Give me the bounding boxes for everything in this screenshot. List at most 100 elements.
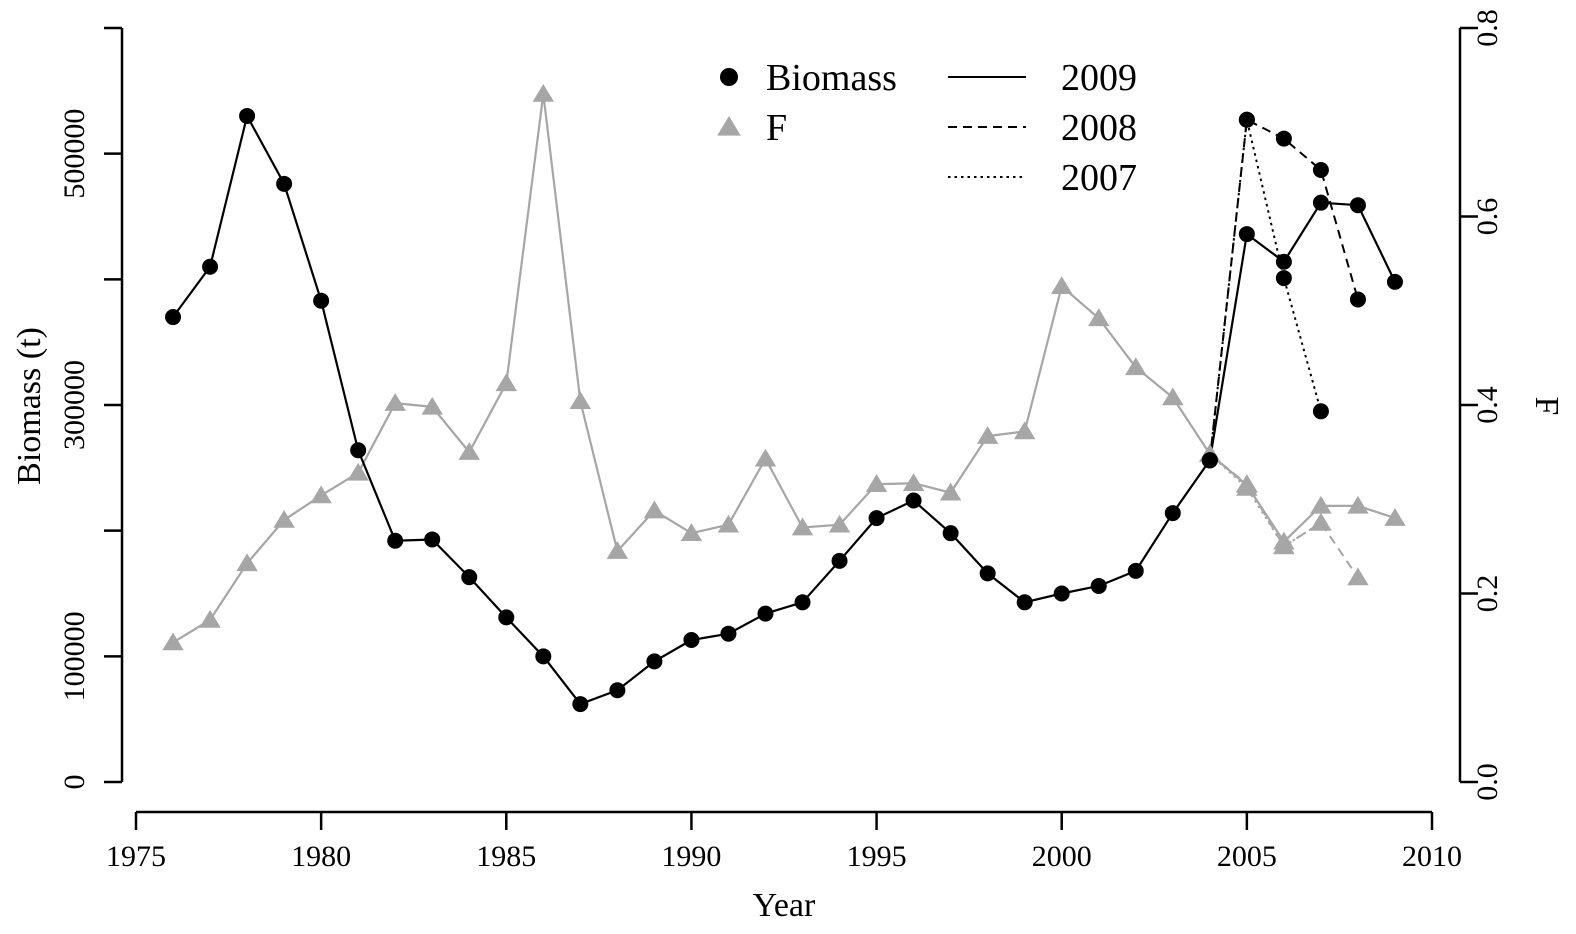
legend-line-label: 2007 <box>1061 157 1137 199</box>
f-2009-point <box>643 500 666 519</box>
biomass-2007-line <box>1208 118 1322 461</box>
legend-symbol-label: F <box>766 107 787 149</box>
x-tick-label: 1980 <box>291 840 351 873</box>
biomass-2007-point <box>1312 403 1329 420</box>
f-2009-point <box>1273 531 1295 550</box>
right-y-tick-label: 0.8 <box>1471 9 1504 47</box>
f-2008-point <box>1347 567 1369 586</box>
legend-symbol-label: Biomass <box>766 57 897 99</box>
f-2009-point <box>1384 508 1406 526</box>
series-lines <box>172 92 1396 706</box>
f-2007-line <box>1209 453 1322 548</box>
legend-f-marker <box>717 116 741 136</box>
f-2009-point <box>199 609 221 628</box>
f-2009-point <box>532 83 555 102</box>
x-tick-label: 1985 <box>476 840 536 873</box>
biomass-2009-point <box>1349 197 1366 214</box>
x-axis-title: Year <box>753 887 816 924</box>
f-2009-point <box>1347 495 1369 514</box>
x-tick-label: 2010 <box>1402 840 1462 873</box>
x-tick-label: 2005 <box>1217 840 1277 873</box>
f-2009-point <box>236 553 258 572</box>
f-2009-point <box>458 442 480 460</box>
biomass-2009-point <box>498 609 515 626</box>
biomass-2009-point <box>239 107 256 124</box>
f-2009-point <box>421 396 443 415</box>
f-2009-point <box>1236 475 1258 493</box>
biomass-2009-point <box>1201 452 1218 469</box>
biomass-2009-point <box>1053 585 1070 602</box>
left-y-tick-label: 100000 <box>58 611 91 701</box>
f-2009-point <box>1013 421 1036 440</box>
f-2009-point <box>495 373 517 392</box>
biomass-2009-point <box>1090 577 1107 594</box>
x-tick-label: 1990 <box>661 840 721 873</box>
biomass-2009-point <box>461 569 478 586</box>
biomass-2008-point <box>1275 130 1292 147</box>
biomass-2008-line <box>1208 118 1359 461</box>
left-y-tick-label: 300000 <box>58 360 91 450</box>
biomass-2009-point <box>831 552 848 569</box>
biomass-2009-point <box>202 258 219 275</box>
f-2009-point <box>347 462 369 481</box>
f-2008-point <box>1310 512 1332 531</box>
axes: 1975 1980 1985 1990 1995 2000 2005 2010 0 100000 3… <box>58 9 1504 873</box>
biomass-2009-point <box>535 648 552 665</box>
left-y-tick-label: 500000 <box>58 109 91 199</box>
biomass-2009-point <box>1312 194 1329 211</box>
biomass-2009-point <box>609 682 626 699</box>
biomass-2009-line <box>172 114 1396 706</box>
biomass-2009-point <box>1275 253 1292 270</box>
legend-biomass-marker <box>720 68 738 86</box>
biomass-2009-point <box>1164 505 1181 522</box>
f-2009-point <box>1051 276 1073 295</box>
biomass-2009-point <box>979 565 996 582</box>
biomass-2009-point <box>942 525 959 542</box>
legend-line-label: 2008 <box>1061 107 1137 149</box>
f-2009-point <box>791 517 814 536</box>
biomass-2009-point <box>1127 562 1144 579</box>
biomass-2009-point <box>1016 594 1033 611</box>
right-y-tick-label: 0.4 <box>1471 386 1504 424</box>
f-2009-point <box>754 448 777 467</box>
biomass-2009-point <box>424 531 441 548</box>
biomass-2009-point <box>794 594 811 611</box>
right-y-tick-label: 0.2 <box>1471 575 1504 613</box>
biomass-2009-point <box>387 532 404 549</box>
biomass-2009-point <box>868 510 885 527</box>
biomass-2009-point <box>1238 226 1255 243</box>
f-2009-point <box>976 426 999 444</box>
f-2009-point <box>162 632 184 651</box>
biomass-2008-point <box>1238 111 1255 128</box>
biomass-2008-point <box>1349 291 1366 308</box>
biomass-2009-point <box>572 696 589 713</box>
biomass-2009-point <box>683 631 700 648</box>
series-markers <box>162 83 1406 713</box>
left-y-tick-label: 0 <box>58 775 91 790</box>
f-2009-point <box>939 482 962 501</box>
biomass-2009-point <box>905 492 922 509</box>
f-2009-point <box>310 485 332 504</box>
x-tick-label: 2000 <box>1032 840 1092 873</box>
x-tick-label: 1975 <box>106 840 166 873</box>
f-2009-point <box>865 474 888 492</box>
f-2009-line <box>172 92 1396 644</box>
f-2009-point <box>717 514 740 533</box>
f-2009-point <box>1125 357 1147 376</box>
f-2009-point <box>1162 387 1184 406</box>
right-y-tick-label: 0.6 <box>1471 198 1504 236</box>
f-2009-point <box>828 514 851 533</box>
f-2009-point <box>569 391 592 410</box>
left-y-axis-title: Biomass (t) <box>11 327 48 485</box>
right-y-axis-title: F <box>1528 397 1565 416</box>
f-2009-point <box>1088 308 1110 327</box>
biomass-2009-point <box>165 309 182 326</box>
legend-line-label: 2009 <box>1061 57 1137 99</box>
biomass-2009-point <box>720 625 737 642</box>
biomass-2009-point <box>276 175 293 192</box>
biomass-2009-point <box>350 442 367 459</box>
biomass-2007-point <box>1275 270 1292 287</box>
biomass-2009-point <box>1386 273 1403 290</box>
biomass-2009-point <box>313 292 330 309</box>
